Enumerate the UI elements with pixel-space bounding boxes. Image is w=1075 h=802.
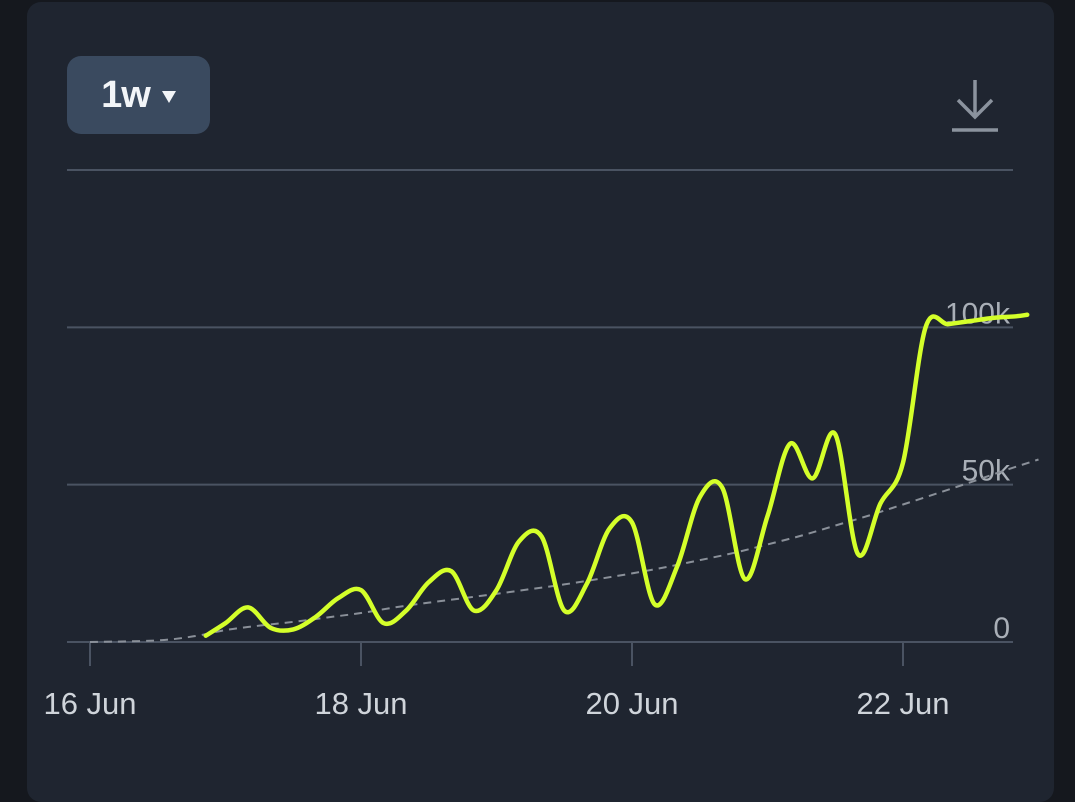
x-tick-label: 16 Jun <box>43 686 136 721</box>
x-tick-label: 20 Jun <box>585 686 678 721</box>
y-tick-label: 0 <box>993 612 1010 645</box>
caret-down-icon <box>161 91 176 103</box>
x-tick-label: 22 Jun <box>856 686 949 721</box>
download-icon[interactable] <box>950 78 1000 134</box>
trend-line <box>89 458 1039 643</box>
time-range-label: 1w <box>101 73 151 116</box>
series-line <box>203 312 1030 638</box>
time-range-dropdown[interactable]: 1w <box>67 56 210 134</box>
chart-card <box>27 2 1054 802</box>
x-tick-label: 18 Jun <box>314 686 407 721</box>
